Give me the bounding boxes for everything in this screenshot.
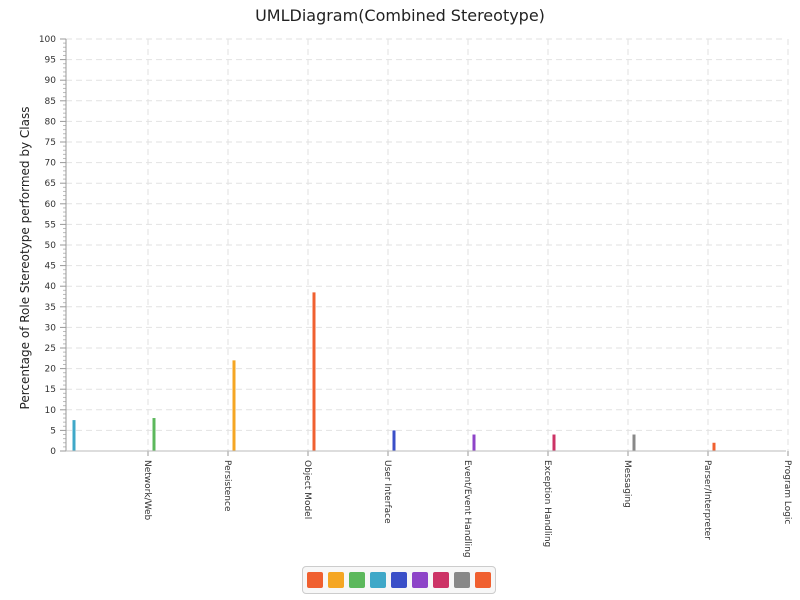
y-tick-label: 45 bbox=[45, 262, 56, 272]
legend-swatch bbox=[370, 572, 386, 588]
legend-swatch bbox=[454, 572, 470, 588]
x-tick-label: User Interface bbox=[382, 460, 392, 524]
y-tick-label: 100 bbox=[39, 35, 56, 45]
y-tick-label: 70 bbox=[45, 159, 57, 169]
legend-swatch bbox=[307, 572, 323, 588]
x-tick-label: Object Model bbox=[302, 460, 312, 519]
x-tick-label: Event/Event Handling bbox=[462, 460, 472, 558]
y-tick-label: 95 bbox=[45, 56, 56, 66]
y-tick-label: 55 bbox=[45, 220, 56, 230]
bar bbox=[152, 418, 156, 451]
y-tick-label: 80 bbox=[45, 117, 57, 127]
bar bbox=[552, 434, 556, 451]
y-tick-label: 25 bbox=[45, 344, 56, 354]
y-tick-label: 15 bbox=[45, 385, 56, 395]
legend-swatch bbox=[412, 572, 428, 588]
y-tick-label: 65 bbox=[45, 179, 56, 189]
y-tick-label: 85 bbox=[45, 97, 56, 107]
legend-swatch bbox=[475, 572, 491, 588]
y-tick-label: 10 bbox=[45, 406, 57, 416]
bar bbox=[712, 442, 716, 451]
bar bbox=[232, 360, 236, 451]
legend-swatch bbox=[433, 572, 449, 588]
y-tick-label: 40 bbox=[45, 282, 57, 292]
chart-title: UMLDiagram(Combined Stereotype) bbox=[255, 6, 545, 25]
x-tick-label: Persistence bbox=[222, 460, 232, 512]
x-tick-label: Parser/Interpreter bbox=[702, 460, 712, 540]
bar bbox=[472, 434, 476, 451]
legend bbox=[302, 566, 496, 594]
y-tick-label: 35 bbox=[45, 303, 56, 313]
bar bbox=[72, 420, 76, 451]
x-tick-label: Network/Web bbox=[142, 460, 152, 521]
legend-swatch bbox=[328, 572, 344, 588]
y-tick-label: 5 bbox=[50, 426, 56, 436]
y-tick-label: 0 bbox=[50, 447, 56, 457]
y-tick-label: 20 bbox=[45, 365, 57, 375]
y-tick-label: 30 bbox=[45, 323, 57, 333]
y-tick-label: 75 bbox=[45, 138, 56, 148]
x-tick-label: Messaging bbox=[622, 460, 632, 508]
bar bbox=[632, 434, 636, 451]
legend-swatch bbox=[391, 572, 407, 588]
y-tick-label: 50 bbox=[45, 241, 57, 251]
y-tick-label: 90 bbox=[45, 76, 57, 86]
bar bbox=[392, 430, 396, 451]
x-tick-label: Exception Handling bbox=[542, 460, 552, 547]
y-tick-label: 60 bbox=[45, 200, 57, 210]
legend-swatch bbox=[349, 572, 365, 588]
bar bbox=[312, 292, 316, 451]
x-tick-label: Program Logic bbox=[782, 460, 792, 524]
